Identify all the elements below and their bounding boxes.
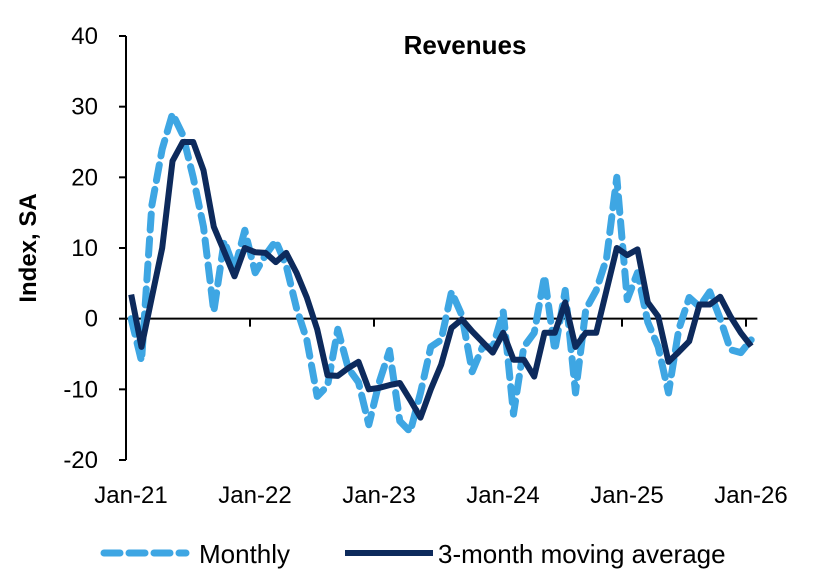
- x-tick-label: Jan-26: [714, 482, 787, 509]
- series-monthly-line: [127, 110, 755, 436]
- x-tick-label: Jan-22: [218, 482, 291, 509]
- chart-title: Revenues: [404, 30, 527, 60]
- x-tick-label: Jan-23: [342, 482, 415, 509]
- y-tick-label: -20: [63, 447, 98, 474]
- legend-ma-label: 3-month moving average: [438, 539, 726, 569]
- series-3m-average-line: [128, 139, 754, 421]
- y-tick-label: -10: [63, 376, 98, 403]
- y-tick-label: 30: [71, 94, 98, 121]
- x-tick-label: Jan-21: [94, 482, 167, 509]
- legend-monthly-label: Monthly: [199, 539, 290, 569]
- series-layer: [127, 110, 755, 436]
- legend: Monthly 3-month moving average: [100, 539, 726, 569]
- x-tick-label: Jan-25: [590, 482, 663, 509]
- y-tick-label: 10: [71, 235, 98, 262]
- y-axis-title: Index, SA: [15, 193, 42, 302]
- y-tick-label: 0: [85, 306, 98, 333]
- x-tick-label: Jan-24: [466, 482, 539, 509]
- y-tick-label: 40: [71, 23, 98, 50]
- x-axis: Jan-21 Jan-22 Jan-23 Jan-24 Jan-25 Jan-26: [94, 317, 788, 509]
- y-axis: -20 -10 0 10 20 30 40: [63, 23, 127, 474]
- y-tick-label: 20: [71, 164, 98, 191]
